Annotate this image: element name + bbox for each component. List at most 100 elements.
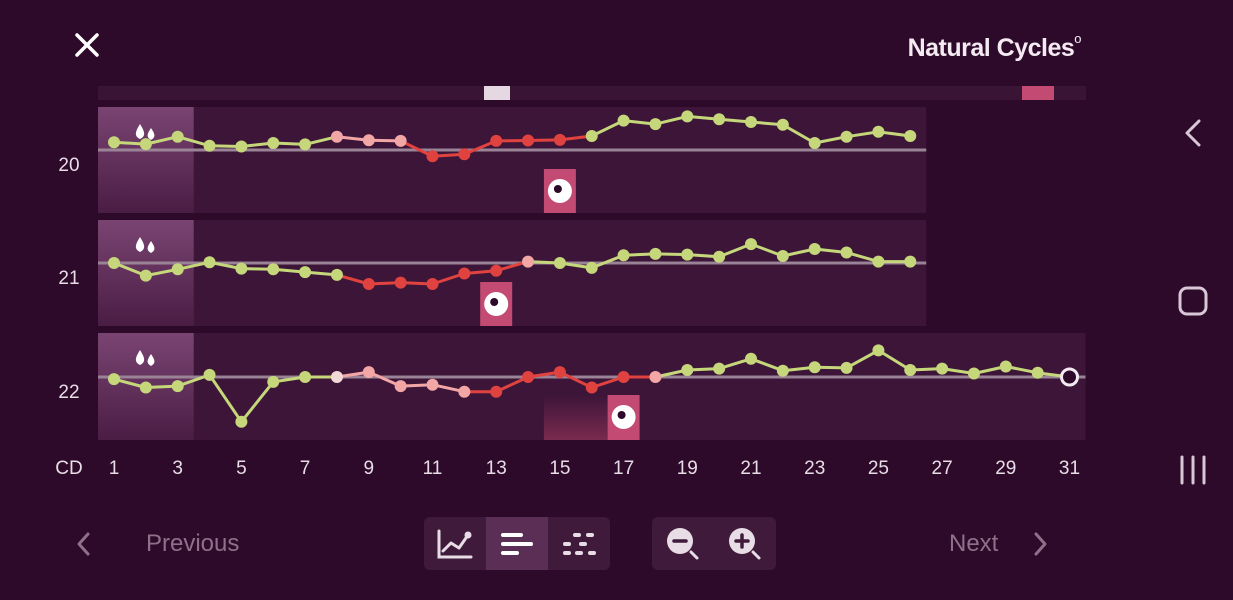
x-tick-label: 15 [549, 458, 570, 479]
cycle-number-label: 22 [58, 382, 79, 403]
previous-label: Previous [146, 530, 240, 557]
temp-point [872, 255, 885, 268]
dots-view-button[interactable] [548, 517, 610, 570]
ovulation-marker-partial [484, 86, 510, 100]
temp-point [394, 276, 407, 289]
period-highlight [98, 107, 194, 213]
temp-point [936, 362, 949, 375]
x-tick-label: 31 [1059, 458, 1080, 479]
temp-point [362, 366, 375, 379]
previous-button[interactable]: Previous [72, 520, 239, 568]
x-tick-label: 1 [109, 458, 120, 479]
temp-point [649, 118, 662, 131]
next-button[interactable]: Next [949, 520, 1052, 568]
line-graph-icon [437, 529, 473, 558]
home-square-icon[interactable] [1173, 281, 1213, 321]
temp-point [139, 381, 152, 394]
cycle-row: 22 [58, 333, 1086, 440]
x-tick-label: 27 [932, 458, 953, 479]
temp-point [967, 367, 980, 380]
temp-point [840, 130, 853, 143]
temp-point [330, 371, 343, 383]
temp-point [776, 364, 789, 377]
temp-point [522, 134, 535, 147]
temp-point [553, 257, 566, 269]
temp-point-today [1060, 367, 1079, 387]
fertile-window [543, 395, 608, 440]
temp-point [776, 250, 789, 262]
ovulation-marker [543, 169, 576, 213]
temp-point [649, 247, 662, 260]
row-background [98, 107, 927, 213]
period-drops-icon [135, 124, 155, 140]
temp-point [872, 125, 885, 138]
temp-point [872, 344, 885, 357]
x-tick-label: 21 [740, 458, 761, 479]
temp-point [362, 278, 375, 290]
cycle-number-label: 21 [58, 268, 79, 289]
x-tick-label: 5 [236, 458, 247, 479]
temp-point [808, 137, 821, 149]
temp-point [617, 114, 630, 127]
temp-point [713, 113, 726, 126]
temp-point [267, 375, 280, 388]
temp-point [171, 380, 184, 393]
line-graph-view-button[interactable] [424, 517, 486, 570]
ovulation-marker [480, 282, 513, 326]
ovulation-marker [607, 395, 640, 440]
back-chevron-icon[interactable] [1173, 113, 1213, 153]
x-tick-label: 17 [613, 458, 634, 479]
zoom-in-button[interactable] [714, 517, 776, 570]
temp-line-segment [876, 348, 912, 372]
temp-point [203, 139, 216, 152]
temp-point [681, 364, 694, 376]
temp-point [267, 137, 280, 149]
temp-point [171, 130, 184, 143]
cycle-row: 21 [58, 220, 927, 326]
x-tick-label: 11 [423, 458, 443, 479]
x-tick-label: 25 [868, 458, 889, 479]
recents-lines-icon[interactable] [1173, 450, 1213, 490]
temp-point [171, 263, 184, 276]
temp-point [681, 110, 694, 123]
brand-name: Natural Cycles [907, 34, 1075, 62]
brand-mark: o [1074, 30, 1081, 46]
x-tick-label: 7 [300, 458, 311, 479]
x-tick-label: 19 [677, 458, 698, 479]
temp-point [553, 133, 566, 146]
temp-line-segment [781, 123, 817, 145]
temp-point [904, 255, 917, 268]
x-tick-label: 29 [995, 458, 1016, 479]
temp-point [713, 250, 726, 263]
bars-view-button[interactable] [486, 517, 548, 570]
temp-point [394, 134, 407, 147]
temp-point [999, 360, 1012, 373]
zoom-out-button[interactable] [652, 517, 714, 570]
x-tick-label: 9 [364, 458, 375, 479]
temp-point [490, 264, 503, 277]
temp-point [713, 362, 726, 375]
bars-icon [501, 532, 533, 555]
temp-point [235, 262, 248, 275]
ovulation-marker-partial [1022, 86, 1054, 100]
temp-point [904, 130, 917, 142]
temp-point [108, 136, 120, 149]
temp-point [394, 380, 407, 393]
temp-point [330, 130, 343, 143]
chevron-right-icon [1034, 532, 1047, 556]
temp-point [299, 371, 312, 383]
temp-point [585, 261, 598, 274]
temp-point [108, 373, 120, 386]
zoom-controls [652, 517, 776, 570]
temp-point [617, 371, 630, 383]
close-icon[interactable] [70, 28, 104, 62]
cycle-row: 20 [58, 107, 927, 213]
temp-point [490, 134, 503, 147]
temp-point [522, 255, 535, 268]
period-drops-icon [135, 237, 155, 253]
temp-point [840, 361, 853, 374]
temp-line-segment [239, 380, 275, 424]
x-tick-label: 23 [804, 458, 825, 479]
temp-point [681, 248, 694, 261]
